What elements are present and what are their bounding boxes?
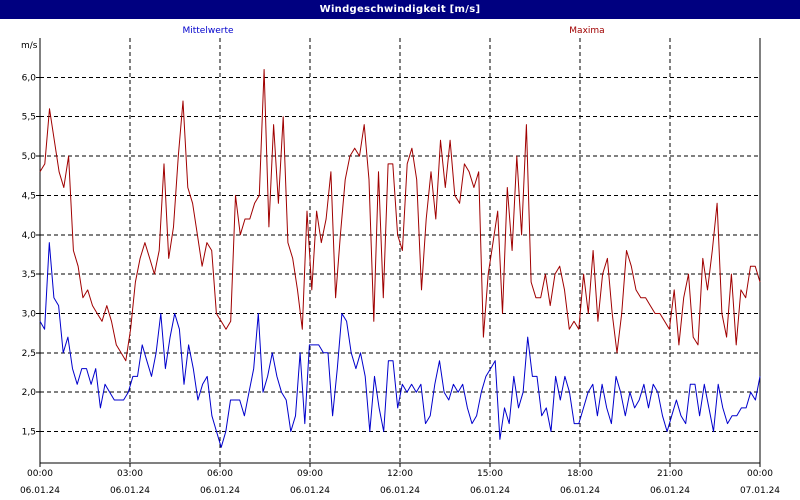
series-line-mittelwerte [39,242,761,448]
x-tick-date: 06.01.24 [290,486,330,496]
legend-mittelwerte: Mittelwerte [182,26,234,36]
y-tick-label: 4,0 [22,231,37,241]
x-tick-time: 21:00 [657,469,683,479]
x-tick-date: 06.01.24 [20,486,60,496]
y-tick-label: 3,5 [22,270,36,280]
y-tick-label: 6,0 [22,73,37,83]
x-tick-time: 03:00 [117,469,143,479]
series-layer [39,69,761,448]
x-tick-time: 09:00 [297,469,323,479]
x-tick-date: 07.01.24 [740,486,780,496]
y-tick-label: 3,0 [22,309,37,319]
x-tick-date: 06.01.24 [110,486,150,496]
x-tick-date: 06.01.24 [200,486,240,496]
x-tick-date: 06.01.24 [650,486,690,496]
y-tick-label: 5,5 [22,113,36,123]
x-tick-date: 06.01.24 [560,486,600,496]
chart-title: Windgeschwindigkeit [m/s] [0,0,800,19]
x-tick-time: 00:00 [747,469,773,479]
grid-lines [40,38,760,463]
legend-maxima: Maxima [569,26,605,36]
x-tick-time: 15:00 [477,469,503,479]
y-tick-label: 2,5 [22,349,36,359]
x-tick-date: 06.01.24 [470,486,510,496]
y-tick-label: 5,0 [22,152,37,162]
y-tick-label: 4,5 [22,191,36,201]
x-tick-date: 06.01.24 [380,486,420,496]
x-tick-time: 12:00 [387,469,413,479]
tick-labels: 6,0 5,5 5,0 4,5 4,0 3,5 3,0 2,5 2,0 1,5 m/s 00:00 06… [20,41,780,496]
series-line-maxima [39,69,761,362]
y-tick-label: 1,5 [22,428,36,438]
x-tick-time: 06:00 [207,469,233,479]
x-tick-time: 00:00 [27,469,53,479]
y-tick-label: 2,0 [22,388,37,398]
y-axis-label: m/s [21,41,38,51]
axes [36,38,761,467]
x-tick-time: 18:00 [567,469,593,479]
